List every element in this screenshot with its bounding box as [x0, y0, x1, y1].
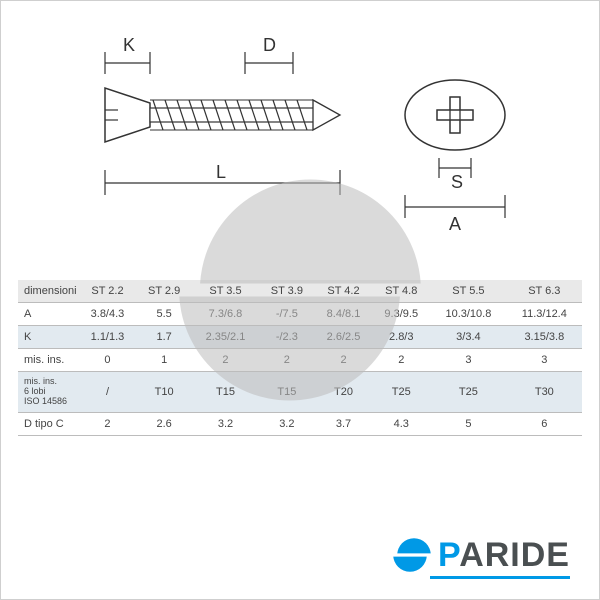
table-cell: 2 [192, 349, 259, 372]
table-cell: 2.6 [136, 412, 192, 435]
table-cell: / [79, 372, 137, 413]
table-cell: 1 [136, 349, 192, 372]
table-row: mis. ins.01222233 [18, 349, 582, 372]
brand-logo: PARIDE [392, 535, 570, 575]
table-cell: 4.3 [372, 412, 430, 435]
table-cell: ST 4.2 [315, 280, 373, 303]
table-cell: 9.3/9.5 [372, 303, 430, 326]
row-label: dimensioni [18, 280, 79, 303]
table-cell: 1.1/1.3 [79, 326, 137, 349]
dim-k: K [105, 35, 150, 74]
dim-l-label: L [216, 162, 226, 182]
table-cell: ST 2.9 [136, 280, 192, 303]
brand-letter-p: P [438, 536, 459, 574]
table-cell: ST 3.5 [192, 280, 259, 303]
table-cell: ST 6.3 [507, 280, 582, 303]
table-cell: T25 [372, 372, 430, 413]
row-label: A [18, 303, 79, 326]
table-cell: 2.8/3 [372, 326, 430, 349]
table-cell: T30 [507, 372, 582, 413]
table-cell: 8.4/8.1 [315, 303, 373, 326]
table-cell: 3.2 [259, 412, 315, 435]
table-cell: 10.3/10.8 [430, 303, 507, 326]
brand-mark-icon [392, 535, 432, 575]
row-label: mis. ins.6 lobiISO 14586 [18, 372, 79, 413]
table-cell: 3 [507, 349, 582, 372]
table-cell: 3/3.4 [430, 326, 507, 349]
table-cell: T20 [315, 372, 373, 413]
table-row: dimensioniST 2.2ST 2.9ST 3.5ST 3.9ST 4.2… [18, 280, 582, 303]
brand-rest: ARIDE [459, 536, 570, 574]
table-cell: 2 [315, 349, 373, 372]
table-row: D tipo C22.63.23.23.74.356 [18, 412, 582, 435]
table-cell: 11.3/12.4 [507, 303, 582, 326]
table-cell: 3.8/4.3 [79, 303, 137, 326]
dim-s-label: S [451, 172, 463, 192]
dim-k-label: K [123, 35, 135, 55]
table-cell: 2 [372, 349, 430, 372]
brand-stripe-icon [430, 576, 570, 582]
table-cell: ST 3.9 [259, 280, 315, 303]
table-row: A3.8/4.35.57.3/6.8-/7.58.4/8.19.3/9.510.… [18, 303, 582, 326]
table-cell: T15 [259, 372, 315, 413]
table-cell: 5 [430, 412, 507, 435]
table-cell: 7.3/6.8 [192, 303, 259, 326]
screw-side-view [105, 88, 340, 142]
row-label: K [18, 326, 79, 349]
table-cell: 2 [79, 412, 137, 435]
table-cell: 3.2 [192, 412, 259, 435]
dim-l: L [105, 162, 340, 195]
table-cell: 3 [430, 349, 507, 372]
table-cell: 5.5 [136, 303, 192, 326]
table-cell: T10 [136, 372, 192, 413]
table-cell: 3.15/3.8 [507, 326, 582, 349]
table-row: K1.1/1.31.72.35/2.1-/2.32.6/2.52.8/33/3.… [18, 326, 582, 349]
table-cell: 2.6/2.5 [315, 326, 373, 349]
table-cell: 1.7 [136, 326, 192, 349]
table-cell: -/2.3 [259, 326, 315, 349]
table-cell: 2.35/2.1 [192, 326, 259, 349]
row-label: D tipo C [18, 412, 79, 435]
table-cell: ST 4.8 [372, 280, 430, 303]
dim-a: A [405, 195, 505, 234]
screw-head-front [405, 80, 505, 150]
table-cell: ST 5.5 [430, 280, 507, 303]
table-cell: ST 2.2 [79, 280, 137, 303]
dimensions-table: dimensioniST 2.2ST 2.9ST 3.5ST 3.9ST 4.2… [18, 280, 582, 436]
dim-d-label: D [263, 35, 276, 55]
dim-s: S [439, 158, 471, 192]
table-cell: 2 [259, 349, 315, 372]
screw-diagram: K D [45, 30, 555, 250]
table-cell: T15 [192, 372, 259, 413]
table-row: mis. ins.6 lobiISO 14586/T10T15T15T20T25… [18, 372, 582, 413]
row-label: mis. ins. [18, 349, 79, 372]
dim-a-label: A [449, 214, 461, 234]
table-cell: 6 [507, 412, 582, 435]
table-cell: 3.7 [315, 412, 373, 435]
brand-text: PARIDE [438, 536, 570, 575]
dim-d: D [245, 35, 293, 74]
table-cell: 0 [79, 349, 137, 372]
table-cell: -/7.5 [259, 303, 315, 326]
table-cell: T25 [430, 372, 507, 413]
